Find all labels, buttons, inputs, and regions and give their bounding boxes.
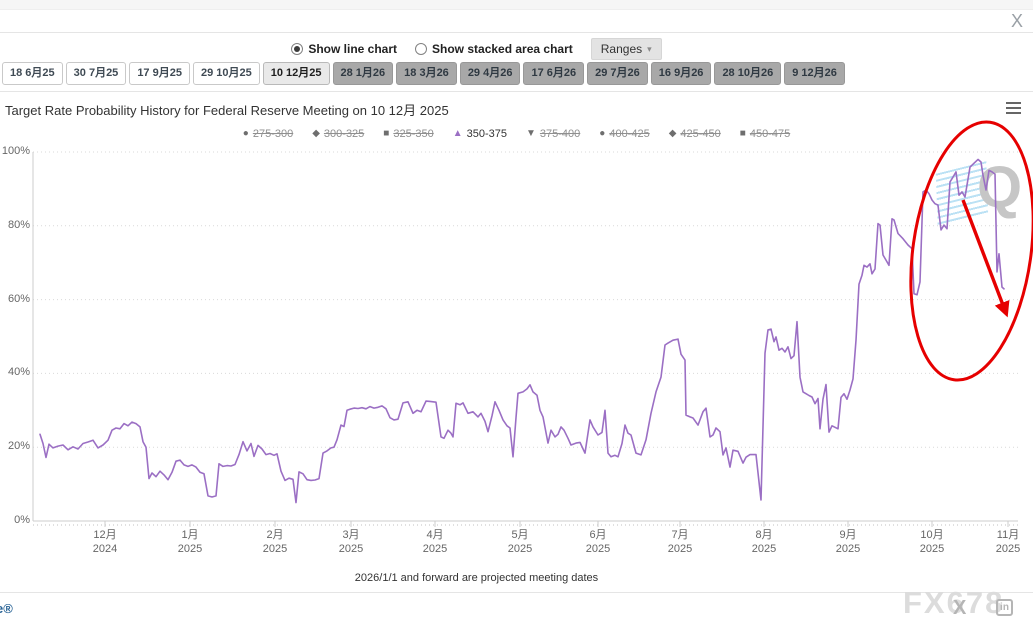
diamond-marker-icon: ◆ <box>668 128 677 139</box>
legend-label: 400-425 <box>609 128 650 140</box>
x-axis-label: 2月 2025 <box>262 529 288 555</box>
x-axis-label: 11月 2025 <box>995 529 1021 555</box>
radio-label: Show line chart <box>308 42 398 56</box>
y-axis-label: 80% <box>7 218 30 231</box>
legend-item-300-325[interactable]: ◆ 300-325 <box>312 128 364 140</box>
y-axis-label: 100% <box>1 145 30 157</box>
chart-type-controls: Show line chart Show stacked area chart R… <box>0 37 993 61</box>
legend-item-275-300[interactable]: ● 275-300 <box>243 128 293 140</box>
fx678-watermark: FX678 <box>903 585 1005 620</box>
header-divider <box>0 32 1033 33</box>
meeting-date-tabs: 18 6月25 30 7月25 17 9月25 29 10月25 10 12月25 28 … <box>2 62 845 85</box>
cut-off-logo-text: e® <box>0 601 13 616</box>
legend-label: 300-325 <box>323 128 365 140</box>
x-axis-label: 6月 2025 <box>585 529 611 555</box>
ranges-label: Ranges <box>600 42 643 56</box>
x-axis-label: 5月 2025 <box>507 529 533 555</box>
legend-label: 275-300 <box>252 128 294 140</box>
y-axis-label: 20% <box>7 440 30 453</box>
chart-footnote: 2026/1/1 and forward are projected meeti… <box>354 572 599 584</box>
ranges-dropdown[interactable]: Ranges ▾ <box>590 38 662 60</box>
meeting-tab[interactable]: 9 12月26 <box>784 62 845 85</box>
legend-label: 450-475 <box>749 128 791 140</box>
legend-item-350-375[interactable]: ▲ 350-375 <box>453 128 507 140</box>
chart-type-radio-group: Show line chart Show stacked area chart <box>291 42 573 56</box>
circle-marker-icon: ● <box>599 128 606 139</box>
chart-menu-icon[interactable] <box>1006 102 1021 117</box>
x-axis-label: 4月 2025 <box>422 529 448 555</box>
x-axis-label: 12月 2024 <box>92 529 118 555</box>
legend-label: 425-450 <box>680 128 721 140</box>
legend-label: 350-375 <box>466 128 507 140</box>
footer-divider <box>0 592 1033 593</box>
x-axis-label: 9月 2025 <box>835 529 861 555</box>
meeting-tab[interactable]: 30 7月25 <box>65 62 127 85</box>
meeting-tab[interactable]: 17 9月25 <box>129 62 190 85</box>
radio-line-chart[interactable]: Show line chart <box>291 42 397 56</box>
meeting-tab[interactable]: 18 6月25 <box>2 62 63 85</box>
x-axis-label: 7月 2025 <box>667 529 693 555</box>
legend-label: 375-400 <box>539 128 581 140</box>
linkedin-icon: in <box>996 599 1013 616</box>
triangle-up-marker-icon: ▲ <box>452 128 463 139</box>
meeting-tab[interactable]: 28 1月26 <box>332 62 394 85</box>
triangle-down-marker-icon: ▼ <box>526 128 536 139</box>
chart-title: Target Rate Probability History for Fede… <box>5 103 449 118</box>
radio-button-icon[interactable] <box>291 43 304 55</box>
top-strip <box>0 0 1033 10</box>
x-axis-label: 3月 2025 <box>338 529 364 555</box>
close-button[interactable]: X <box>1010 11 1023 31</box>
radio-button-icon[interactable] <box>415 43 428 55</box>
legend-item-425-450[interactable]: ◆ 425-450 <box>669 128 721 140</box>
radio-label: Show stacked area chart <box>432 42 573 56</box>
meeting-tab[interactable]: 18 3月26 <box>396 62 457 85</box>
legend-label: 325-350 <box>393 128 434 140</box>
meeting-tab[interactable]: 29 4月26 <box>459 62 521 85</box>
twitter-x-icon: X <box>953 597 967 619</box>
legend-item-375-400[interactable]: ▼ 375-400 <box>526 128 580 140</box>
meeting-tab[interactable]: 28 10月26 <box>714 62 782 85</box>
legend-item-400-425[interactable]: ● 400-425 <box>599 128 649 140</box>
legend-item-450-475[interactable]: ■ 450-475 <box>740 128 790 140</box>
meeting-tab[interactable]: 29 10月25 <box>192 62 260 85</box>
chart-legend: ● 275-300 ◆ 300-325 ■ 325-350 ▲ 350-375 ▼ 375-400… <box>0 128 1033 140</box>
radio-stacked-area-chart[interactable]: Show stacked area chart <box>415 42 573 56</box>
square-marker-icon: ■ <box>383 128 390 139</box>
diamond-marker-icon: ◆ <box>312 128 320 139</box>
x-axis-label: 10月 2025 <box>919 529 945 555</box>
meeting-tab[interactable]: 16 9月26 <box>650 62 712 85</box>
chevron-down-icon: ▾ <box>647 43 652 54</box>
meeting-tab[interactable]: 10 12月25 <box>262 62 330 85</box>
y-axis-label: 0% <box>14 514 30 526</box>
x-axis-label: 8月 2025 <box>751 529 777 555</box>
tabs-divider <box>0 91 1033 92</box>
meeting-tab[interactable]: 29 7月26 <box>587 62 648 85</box>
square-marker-icon: ■ <box>739 128 746 139</box>
x-axis-label: 1月 2025 <box>177 529 203 555</box>
meeting-tab[interactable]: 17 6月26 <box>523 62 585 85</box>
y-axis-label: 40% <box>7 366 30 379</box>
q-watermark-letter: Q <box>977 155 1023 220</box>
legend-item-325-350[interactable]: ■ 325-350 <box>383 128 433 140</box>
y-axis-label: 60% <box>7 292 30 305</box>
circle-marker-icon: ● <box>242 128 249 139</box>
